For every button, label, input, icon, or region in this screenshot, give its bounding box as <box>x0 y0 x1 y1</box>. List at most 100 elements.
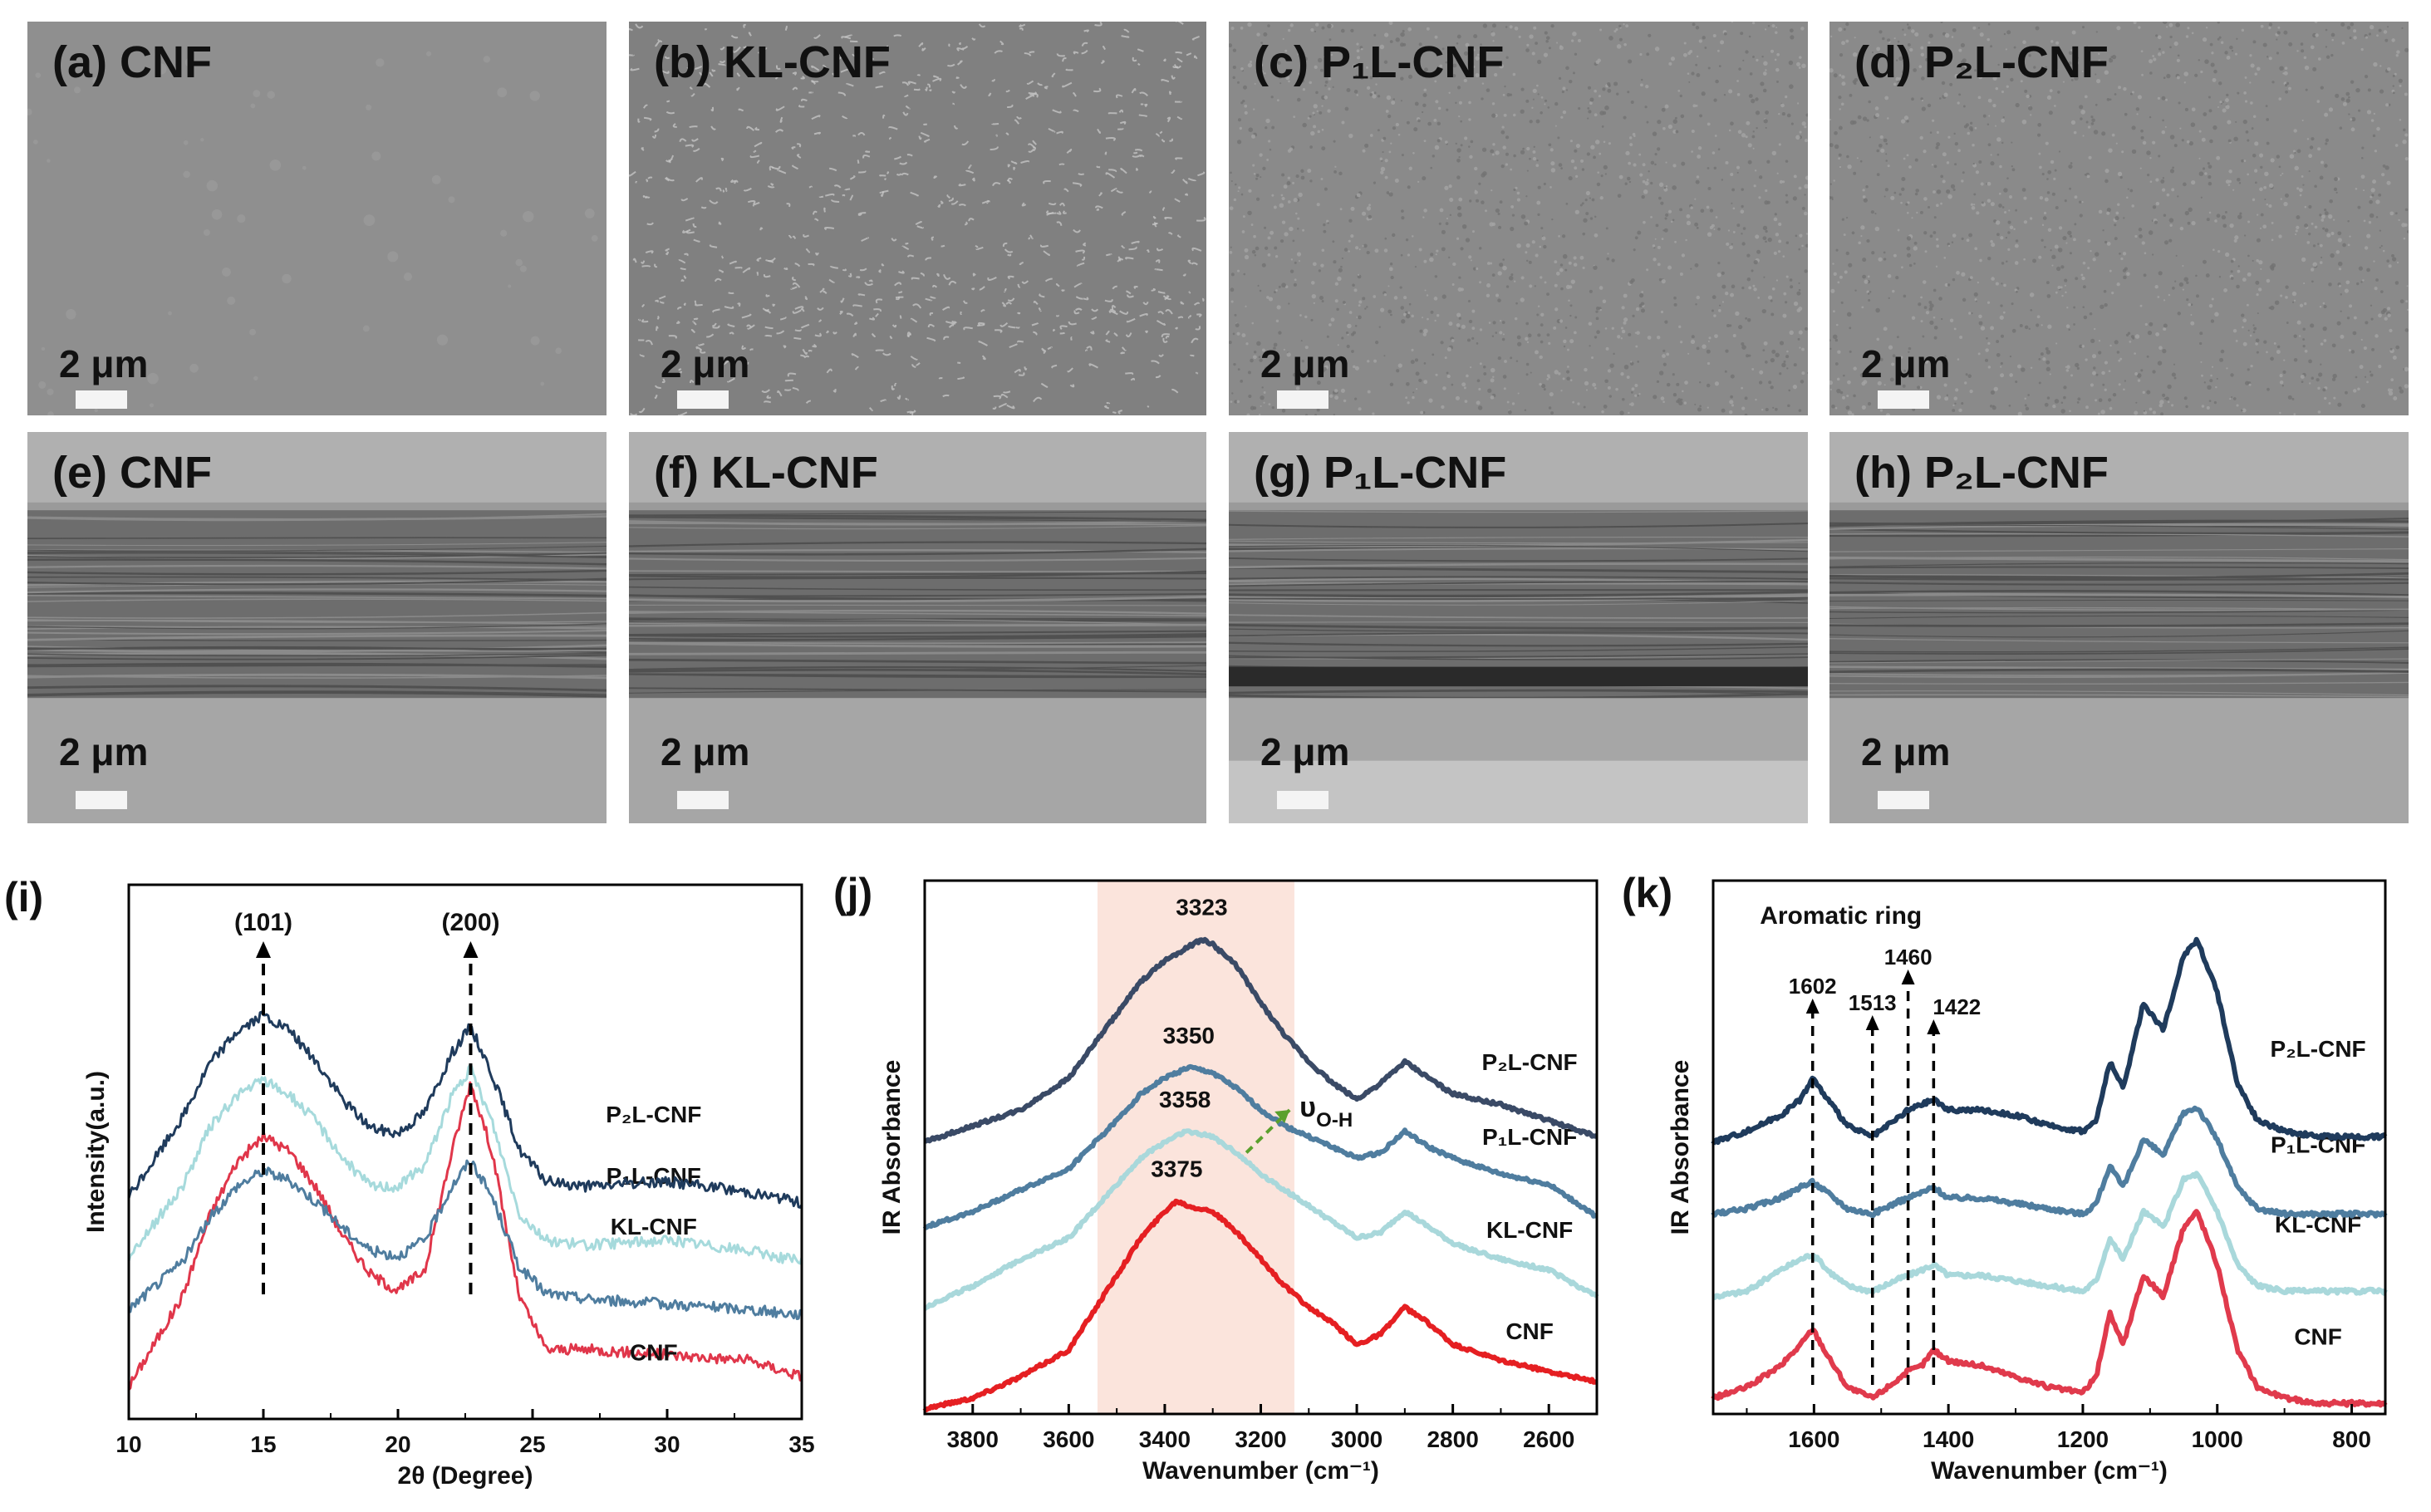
series-line-P₂L-CNF <box>1711 936 2388 1146</box>
peak-value-label: 1460 <box>1884 945 1933 970</box>
series-line-P₂L-CNF <box>923 936 1599 1144</box>
scale-bar <box>76 390 127 409</box>
sem-panel-label: (f) KL-CNF <box>654 448 878 498</box>
peak-value-label: 3323 <box>1176 895 1227 920</box>
peak-annotation: (101) <box>234 909 292 936</box>
sem-panel-e: (e) CNF 2 μm <box>27 432 607 823</box>
axes-frame <box>1712 879 2387 1416</box>
scale-bar <box>76 791 127 809</box>
peak-arrow <box>1865 1015 1879 1030</box>
x-axis-label: Wavenumber (cm⁻¹) <box>1142 1457 1379 1485</box>
peak-arrow <box>463 941 479 958</box>
highlight-band <box>1098 881 1294 1414</box>
sem-panel-label: (h) P₂L-CNF <box>1854 448 2109 498</box>
y-axis-label: Intensity(a.u.) <box>82 1071 110 1233</box>
sem-panel-label: (b) KL-CNF <box>654 37 891 87</box>
sem-texture <box>1829 22 2409 415</box>
series-label: P₂L-CNF <box>2271 1036 2366 1062</box>
sem-panel-label: (c) P₁L-CNF <box>1254 37 1505 87</box>
peak-value-label: 1513 <box>1849 990 1897 1015</box>
panel-label: (i) <box>4 874 43 920</box>
x-tick-label: 35 <box>788 1431 814 1457</box>
x-tick-label: 2800 <box>1427 1426 1478 1452</box>
series-label: CNF <box>2294 1324 2342 1350</box>
aromatic-ring-label: Aromatic ring <box>1760 902 1922 930</box>
x-tick-label: 15 <box>250 1431 276 1457</box>
x-axis-label: 2θ (Degree) <box>398 1462 533 1490</box>
peak-value-label: 1602 <box>1789 974 1837 999</box>
series-line-KL-CNF <box>923 1128 1599 1311</box>
scale-bar-label: 2 μm <box>59 342 149 385</box>
peak-value-label: 3358 <box>1159 1087 1211 1112</box>
x-tick-label: 3800 <box>947 1426 999 1452</box>
vibration-label: υ <box>1299 1092 1316 1123</box>
peak-value-label: 3375 <box>1151 1156 1202 1181</box>
series-line-CNF <box>1711 1209 2388 1408</box>
scale-bar <box>1277 390 1328 409</box>
series-line-CNF <box>127 1081 803 1391</box>
scale-bar-label: 2 μm <box>1861 730 1951 773</box>
series-label: CNF <box>1505 1318 1554 1344</box>
sem-texture <box>1229 432 1808 823</box>
series-line-P₁L-CNF <box>1711 1105 2388 1219</box>
scale-bar-label: 2 μm <box>661 730 750 773</box>
sem-panel-label: (d) P₂L-CNF <box>1854 37 2109 87</box>
series-label: P₂L-CNF <box>606 1102 701 1127</box>
scale-bar-label: 2 μm <box>1260 730 1350 773</box>
sem-panel-d: (d) P₂L-CNF 2 μm <box>1829 22 2409 415</box>
panel-label: (k) <box>1622 870 1672 916</box>
sem-texture <box>629 22 1206 415</box>
x-tick-label: 1000 <box>2192 1426 2243 1452</box>
series-label: KL-CNF <box>611 1214 697 1240</box>
series-label: CNF <box>630 1339 678 1365</box>
peak-value-label: 1422 <box>1933 994 1981 1019</box>
scale-bar-label: 2 μm <box>59 730 149 773</box>
panel-label: (j) <box>833 870 872 916</box>
series-line-KL-CNF <box>1712 1171 2388 1300</box>
series-label: P₂L-CNF <box>1482 1049 1578 1075</box>
peak-arrow <box>1901 970 1915 984</box>
x-tick-label: 800 <box>2332 1426 2371 1452</box>
shift-arrow-head <box>1274 1110 1290 1124</box>
series-line-P₁L-CNF <box>922 1063 1599 1230</box>
scale-bar-label: 2 μm <box>1260 342 1350 385</box>
x-tick-label: 30 <box>654 1431 680 1457</box>
peak-annotation: (200) <box>441 909 499 936</box>
sem-texture <box>27 22 607 415</box>
x-tick-label: 3000 <box>1331 1426 1382 1452</box>
sem-panel-f: (f) KL-CNF 2 μm <box>629 432 1206 823</box>
scale-bar-label: 2 μm <box>1861 342 1951 385</box>
series-line-P₁L-CNF <box>127 1063 803 1265</box>
sem-panel-c: (c) P₁L-CNF 2 μm <box>1229 22 1808 415</box>
sem-panel-label: (g) P₁L-CNF <box>1254 448 1507 498</box>
x-tick-label: 3600 <box>1043 1426 1094 1452</box>
peak-value-label: 3350 <box>1163 1023 1215 1048</box>
x-axis-label: Wavenumber (cm⁻¹) <box>1931 1457 2168 1485</box>
vibration-subscript: O-H <box>1316 1109 1353 1132</box>
sem-panel-label: (e) CNF <box>52 448 212 498</box>
x-tick-label: 10 <box>115 1431 141 1457</box>
scale-bar <box>1277 791 1328 809</box>
sem-texture <box>1829 432 2409 823</box>
y-axis-label: IR Absorbance <box>878 1060 906 1235</box>
x-tick-label: 20 <box>385 1431 410 1457</box>
x-tick-label: 1400 <box>1923 1426 1974 1452</box>
sem-panel-label: (a) CNF <box>52 37 212 87</box>
scale-bar <box>1878 390 1929 409</box>
series-line-P₂L-CNF <box>127 1010 803 1209</box>
scale-bar <box>677 390 729 409</box>
x-tick-label: 3400 <box>1139 1426 1191 1452</box>
sem-panel-h: (h) P₂L-CNF 2 μm <box>1829 432 2409 823</box>
scale-bar <box>677 791 729 809</box>
x-tick-label: 1200 <box>2057 1426 2109 1452</box>
y-axis-label: IR Absorbance <box>1667 1060 1694 1235</box>
peak-arrow <box>256 941 271 958</box>
x-tick-label: 2600 <box>1523 1426 1574 1452</box>
series-line-KL-CNF <box>127 1159 803 1320</box>
x-tick-label: 25 <box>519 1431 545 1457</box>
sem-panel-g: (g) P₁L-CNF 2 μm <box>1229 432 1808 823</box>
x-tick-label: 3200 <box>1235 1426 1286 1452</box>
